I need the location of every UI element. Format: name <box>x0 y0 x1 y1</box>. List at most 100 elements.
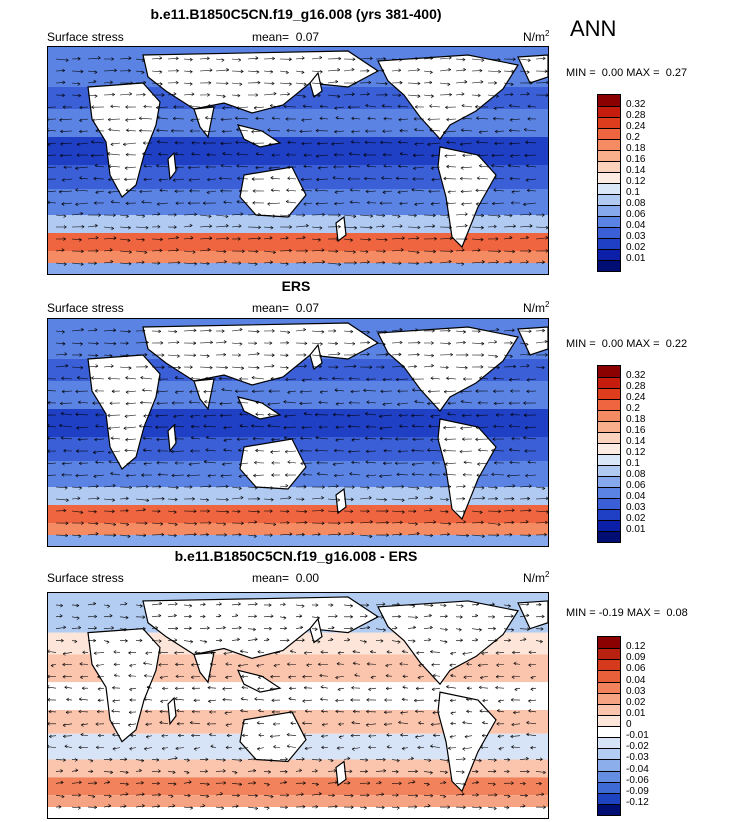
stress-vector <box>208 699 217 702</box>
stress-vector <box>71 486 82 489</box>
vector-head <box>415 615 418 620</box>
stress-vector <box>423 70 433 73</box>
vector-head <box>464 735 468 739</box>
vector-head <box>303 364 307 368</box>
stress-vector <box>365 461 377 464</box>
vector-head <box>412 780 416 784</box>
continent-outline <box>377 54 519 140</box>
vector-head <box>257 212 261 217</box>
stress-vector <box>87 794 96 797</box>
stress-vector <box>359 330 370 333</box>
vector-head <box>289 686 292 691</box>
stress-vector <box>479 687 489 689</box>
stress-vector <box>519 603 530 606</box>
stress-vector <box>290 650 297 653</box>
vector-head <box>302 781 306 785</box>
vector-head <box>447 190 451 194</box>
stress-vector <box>503 794 511 797</box>
stress-vector <box>189 401 201 404</box>
vector-head <box>209 236 213 240</box>
vector-head <box>189 82 193 86</box>
vector-head <box>209 662 213 666</box>
stress-vector <box>247 510 260 513</box>
stress-vector <box>255 402 265 404</box>
vector-head <box>207 93 210 97</box>
stress-vector <box>311 70 323 73</box>
vector-head <box>284 780 287 784</box>
vector-head <box>95 521 99 526</box>
vector-head <box>443 603 447 608</box>
stress-vector <box>156 438 169 440</box>
vector-head <box>205 769 208 773</box>
vector-head <box>508 128 512 133</box>
vector-head <box>287 330 291 335</box>
vector-head <box>366 69 370 73</box>
stress-vector <box>157 141 169 144</box>
vector-head <box>207 104 211 108</box>
stress-vector <box>207 474 217 477</box>
stress-vector <box>231 603 241 606</box>
vector-head <box>431 363 434 368</box>
vector-head <box>524 449 528 453</box>
stress-vector <box>142 153 153 156</box>
stress-vector <box>157 202 169 205</box>
stress-vector <box>423 497 433 500</box>
vector-head <box>190 675 194 679</box>
stress-vector <box>423 509 433 512</box>
vector-head <box>288 696 292 701</box>
stress-vector <box>503 329 515 332</box>
stress-vector <box>455 793 465 796</box>
vector-head <box>187 201 191 205</box>
vector-head <box>442 472 446 476</box>
vector-head <box>204 376 208 381</box>
stress-vector <box>157 117 169 120</box>
vector-head <box>427 117 431 122</box>
stress-vector <box>375 603 386 606</box>
vector-head <box>303 327 307 332</box>
vector-head <box>95 722 99 726</box>
vector-head <box>223 340 227 344</box>
stress-vector <box>59 190 73 193</box>
stress-vector <box>247 628 256 630</box>
stress-vector <box>135 604 143 607</box>
vector-head <box>110 80 113 85</box>
stress-vector <box>215 806 224 809</box>
colorbar-swatch <box>598 803 620 815</box>
vector-head <box>267 412 271 417</box>
vector-head <box>285 199 289 204</box>
vector-head <box>110 721 114 725</box>
vector-head <box>414 698 417 703</box>
stress-vector <box>55 330 65 333</box>
stress-vector <box>412 473 425 476</box>
vector-head <box>238 58 242 62</box>
vector-head <box>174 375 178 380</box>
stress-vector <box>183 93 195 96</box>
vector-head <box>414 364 417 369</box>
vector-head <box>542 260 545 264</box>
stress-vector <box>317 142 329 144</box>
vector-head <box>364 436 368 440</box>
stress-vector <box>128 675 137 677</box>
continent-outline <box>309 617 323 644</box>
vector-head <box>447 328 451 333</box>
vector-head <box>337 68 341 72</box>
stress-vector <box>446 377 457 380</box>
vector-head <box>241 366 245 370</box>
stress-vector <box>439 534 450 536</box>
stress-vector <box>335 699 345 701</box>
vector-head <box>226 68 230 72</box>
vector-head <box>475 437 479 442</box>
vector-head <box>225 365 228 370</box>
stress-vector <box>335 711 345 713</box>
stress-vector <box>95 461 105 464</box>
stress-vector <box>332 177 345 180</box>
vector-head <box>173 105 177 109</box>
vector-head <box>286 793 290 797</box>
stress-vector <box>103 805 111 808</box>
vector-head <box>543 805 546 809</box>
vector-head <box>191 686 195 691</box>
vector-head <box>480 520 484 525</box>
stress-vector <box>91 154 105 157</box>
stress-vector <box>199 485 212 488</box>
stress-vector <box>446 141 457 144</box>
